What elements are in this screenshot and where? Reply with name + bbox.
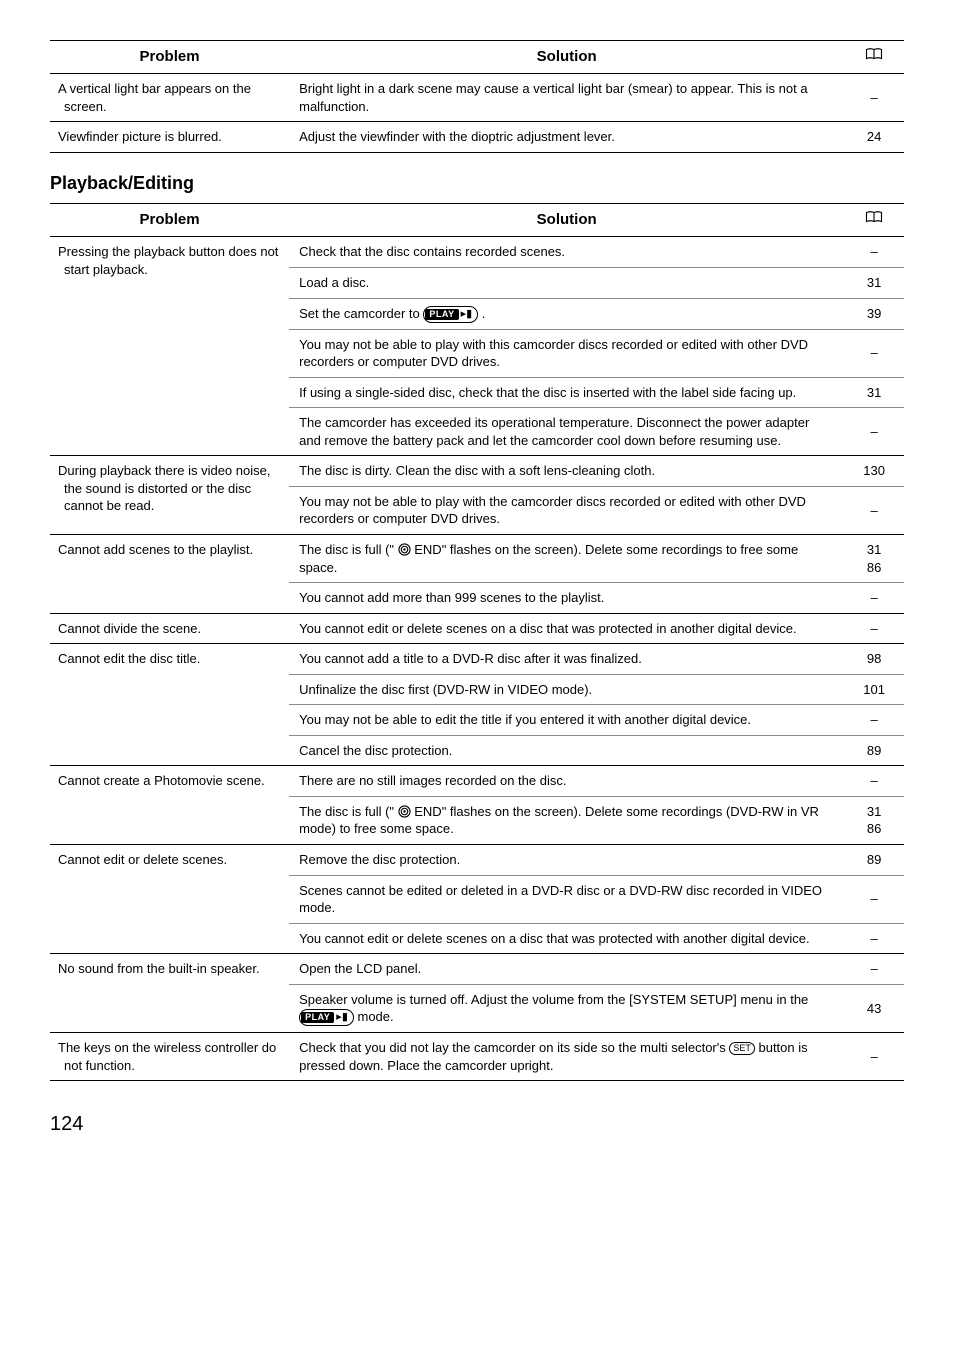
page-ref-cell: 3186 <box>844 796 904 844</box>
problem-cell: No sound from the built-in speaker. <box>50 954 289 1033</box>
solution-cell: Remove the disc protection. <box>289 844 844 875</box>
solution-cell: Cancel the disc protection. <box>289 735 844 766</box>
page-ref-cell: – <box>844 74 904 122</box>
page-ref-cell: 101 <box>844 674 904 705</box>
problem-cell: The keys on the wireless controller do n… <box>50 1033 289 1081</box>
book-icon <box>865 48 883 65</box>
solution-cell: You cannot edit or delete scenes on a di… <box>289 923 844 954</box>
page-ref-cell: – <box>844 705 904 736</box>
col-problem-header: Problem <box>50 41 289 74</box>
page-ref-cell: – <box>844 1033 904 1081</box>
solution-cell: You cannot edit or delete scenes on a di… <box>289 613 844 644</box>
troubleshooting-table-top: Problem Solution A vertical light bar ap… <box>50 40 904 153</box>
col-problem-header: Problem <box>50 204 289 237</box>
section-heading: Playback/Editing <box>50 171 904 195</box>
solution-cell: Open the LCD panel. <box>289 954 844 985</box>
solution-cell: The disc is full (" END" flashes on the … <box>289 534 844 582</box>
solution-cell: There are no still images recorded on th… <box>289 766 844 797</box>
page-ref-cell: 31 <box>844 267 904 298</box>
page-ref-cell: 31 <box>844 377 904 408</box>
problem-cell: Cannot edit or delete scenes. <box>50 844 289 953</box>
play-mode-pill: PLAY▸▮ <box>423 306 478 323</box>
solution-cell: Scenes cannot be edited or deleted in a … <box>289 875 844 923</box>
problem-cell: Cannot edit the disc title. <box>50 644 289 766</box>
page-ref-cell: 39 <box>844 298 904 329</box>
page-ref-cell: 24 <box>844 122 904 153</box>
solution-cell: The disc is dirty. Clean the disc with a… <box>289 456 844 487</box>
problem-cell: A vertical light bar appears on the scre… <box>50 74 289 122</box>
page-ref-cell: – <box>844 237 904 268</box>
solution-cell: Check that the disc contains recorded sc… <box>289 237 844 268</box>
solution-cell: Check that you did not lay the camcorder… <box>289 1033 844 1081</box>
solution-cell: Bright light in a dark scene may cause a… <box>289 74 844 122</box>
solution-cell: You may not be able to edit the title if… <box>289 705 844 736</box>
page-ref-cell: 89 <box>844 735 904 766</box>
page-ref-cell: – <box>844 583 904 614</box>
solution-cell: You may not be able to play with this ca… <box>289 329 844 377</box>
solution-cell: The disc is full (" END" flashes on the … <box>289 796 844 844</box>
page-ref-cell: – <box>844 954 904 985</box>
problem-cell: Cannot divide the scene. <box>50 613 289 644</box>
problem-cell: Cannot add scenes to the playlist. <box>50 534 289 613</box>
page-ref-cell: – <box>844 329 904 377</box>
troubleshooting-table-playback: Problem Solution Pressing the playback b… <box>50 203 904 1081</box>
set-button-icon: SET <box>729 1042 755 1055</box>
solution-cell: You cannot add more than 999 scenes to t… <box>289 583 844 614</box>
solution-cell: Unfinalize the disc first (DVD-RW in VID… <box>289 674 844 705</box>
page-ref-cell: 130 <box>844 456 904 487</box>
solution-cell: You may not be able to play with the cam… <box>289 486 844 534</box>
page-ref-cell: 98 <box>844 644 904 675</box>
solution-cell: Speaker volume is turned off. Adjust the… <box>289 984 844 1033</box>
solution-cell: Adjust the viewfinder with the dioptric … <box>289 122 844 153</box>
disc-icon <box>398 805 411 818</box>
problem-cell: Cannot create a Photomovie scene. <box>50 766 289 845</box>
col-solution-header: Solution <box>289 204 844 237</box>
col-page-header <box>844 41 904 74</box>
col-page-header <box>844 204 904 237</box>
page-ref-cell: – <box>844 875 904 923</box>
page-ref-cell: 3186 <box>844 534 904 582</box>
play-mode-pill: PLAY▸▮ <box>299 1009 354 1026</box>
page-ref-cell: – <box>844 486 904 534</box>
problem-cell: During playback there is video noise, th… <box>50 456 289 535</box>
disc-icon <box>398 543 411 556</box>
solution-cell: You cannot add a title to a DVD-R disc a… <box>289 644 844 675</box>
problem-cell: Pressing the playback button does not st… <box>50 237 289 456</box>
page-number: 124 <box>50 1111 904 1138</box>
solution-cell: Load a disc. <box>289 267 844 298</box>
page-ref-cell: – <box>844 408 904 456</box>
problem-cell: Viewfinder picture is blurred. <box>50 122 289 153</box>
page-ref-cell: 43 <box>844 984 904 1033</box>
page-ref-cell: – <box>844 766 904 797</box>
page-ref-cell: 89 <box>844 844 904 875</box>
solution-cell: Set the camcorder to PLAY▸▮ . <box>289 298 844 329</box>
solution-cell: The camcorder has exceeded its operation… <box>289 408 844 456</box>
solution-cell: If using a single-sided disc, check that… <box>289 377 844 408</box>
book-icon <box>865 211 883 228</box>
page-ref-cell: – <box>844 923 904 954</box>
col-solution-header: Solution <box>289 41 844 74</box>
page-ref-cell: – <box>844 613 904 644</box>
